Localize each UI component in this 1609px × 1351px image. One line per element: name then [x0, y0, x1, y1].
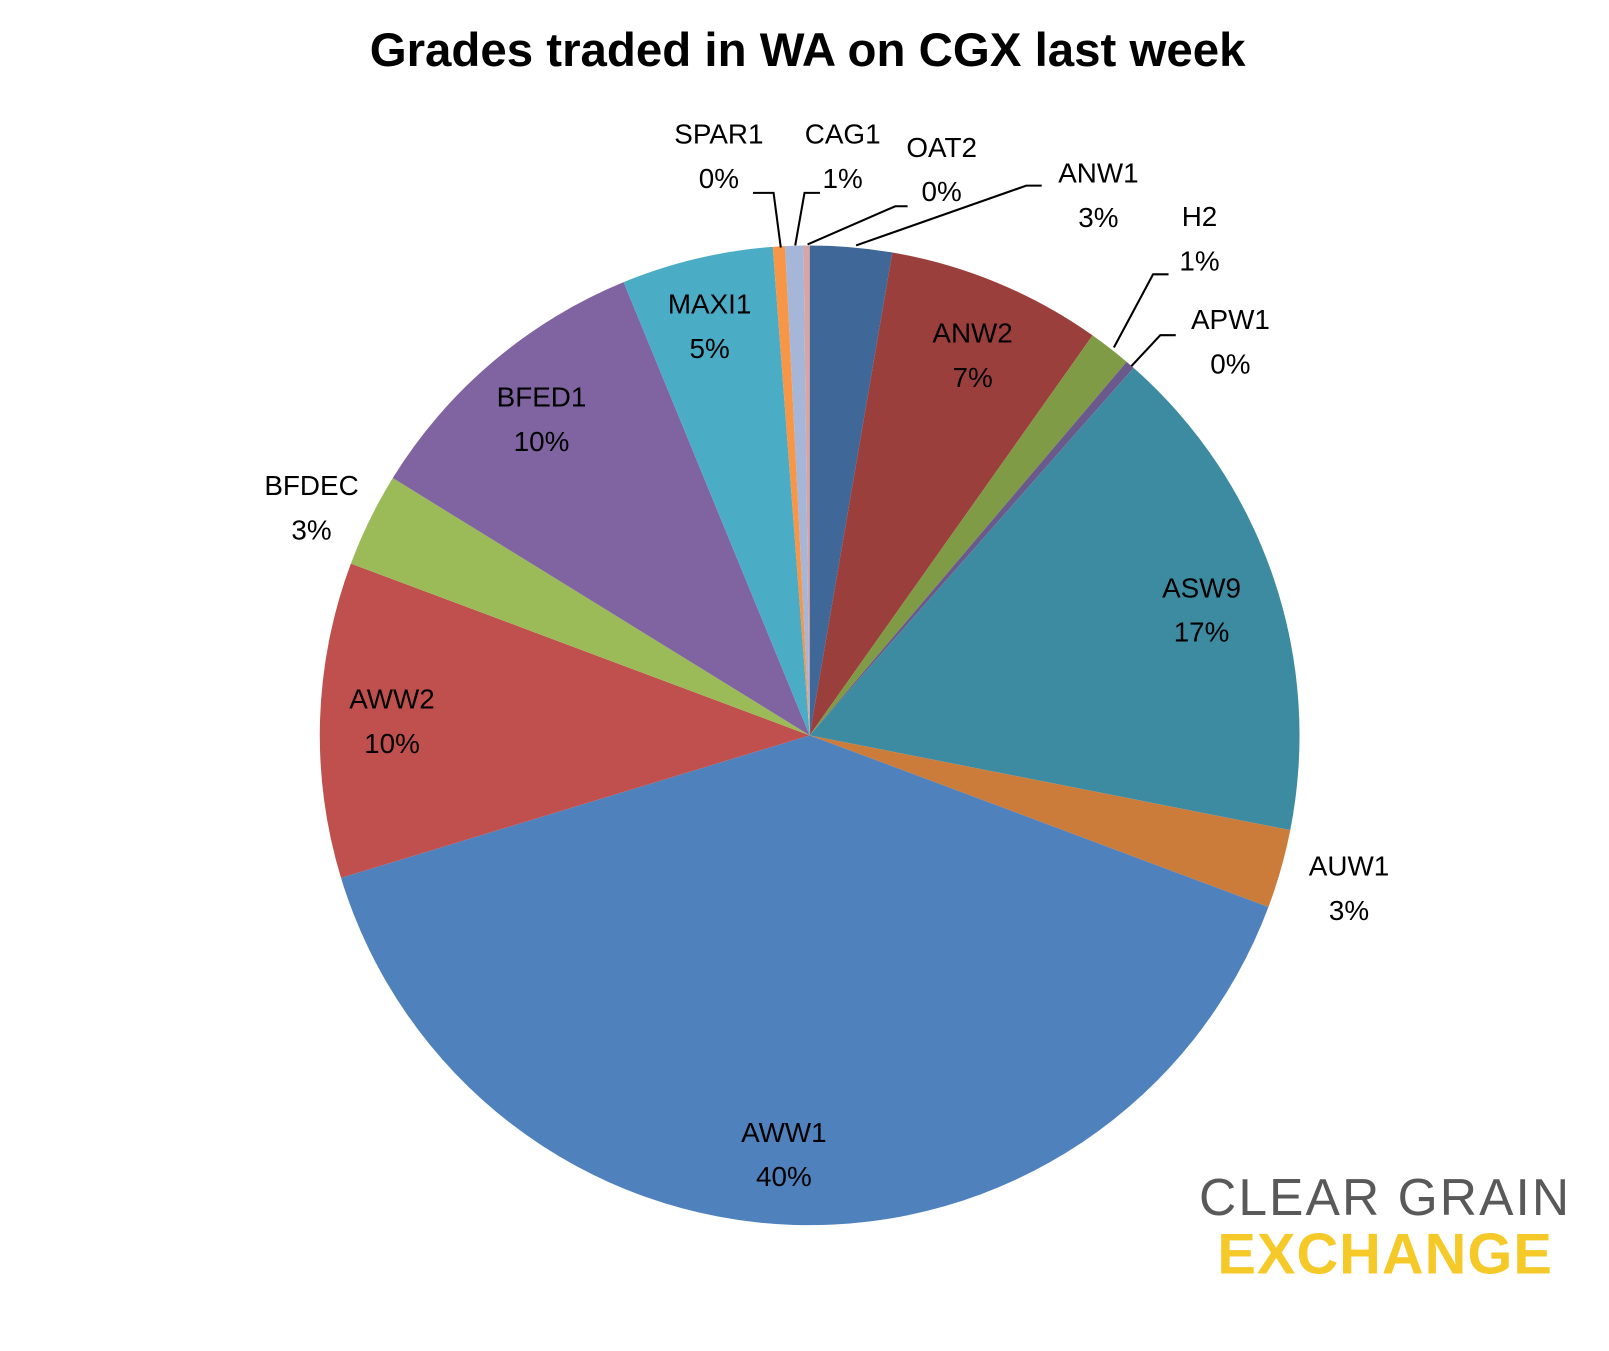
leader-line [794, 191, 820, 246]
leader-line [752, 191, 782, 248]
slice-label-name: CAG1 [805, 118, 881, 149]
slice-label-value: 3% [291, 515, 331, 546]
pie-slice [392, 282, 810, 736]
slice-label-name: OAT2 [906, 132, 977, 163]
pie-slice [809, 735, 1291, 908]
slice-label-name: AUW1 [1309, 851, 1389, 882]
leader-line [855, 184, 1042, 247]
chart-title: Grades traded in WA on CGX last week [370, 24, 1246, 77]
leader-line [807, 205, 908, 246]
slice-label-value: 1% [1179, 245, 1219, 276]
leader-line [1130, 334, 1176, 367]
slice-label-value: 10% [364, 728, 420, 759]
slice-label-name: BFED1 [497, 381, 587, 412]
slice-label-value: 3% [1329, 895, 1369, 926]
slice-label-name: H2 [1182, 201, 1218, 232]
slice-label-value: 3% [1078, 202, 1118, 233]
pie-slice [340, 735, 1269, 1226]
pie-slice [623, 246, 810, 736]
pie-slice [809, 245, 893, 736]
slice-label-value: 1% [823, 163, 863, 194]
pie-slice [785, 245, 810, 736]
slice-label-value: 5% [690, 333, 730, 364]
slice-label-name: MAXI1 [668, 289, 752, 320]
slice-label-name: SPAR1 [674, 118, 763, 149]
slice-label-value: 7% [952, 362, 992, 393]
pie-slice [772, 246, 810, 736]
logo-line1: CLEAR GRAIN [1199, 1168, 1571, 1226]
logo-line2: EXCHANGE [1217, 1222, 1553, 1286]
slice-label-name: ANW2 [932, 318, 1012, 349]
pie-slice [350, 478, 810, 736]
pie-slice [809, 367, 1300, 831]
pie-slice [809, 252, 1093, 736]
slice-label-value: 10% [514, 426, 570, 457]
pie-slice [809, 335, 1127, 736]
slice-label-name: ASW9 [1162, 572, 1241, 603]
pie-slice [803, 245, 810, 736]
slice-label-value: 17% [1174, 617, 1230, 648]
slice-label-name: ANW1 [1058, 158, 1138, 189]
slice-label-name: AWW1 [741, 1117, 827, 1148]
slice-label-value: 0% [922, 176, 962, 207]
slice-label-value: 0% [1210, 348, 1250, 379]
slice-label-name: BFDEC [264, 470, 358, 501]
pie-slice [809, 361, 1134, 736]
slice-label-value: 0% [699, 163, 739, 194]
slice-label-name: APW1 [1191, 304, 1270, 335]
slice-label-name: AWW2 [349, 684, 435, 715]
slice-label-value: 40% [756, 1161, 812, 1192]
pie-slice [319, 563, 810, 878]
leader-line [1112, 273, 1169, 349]
